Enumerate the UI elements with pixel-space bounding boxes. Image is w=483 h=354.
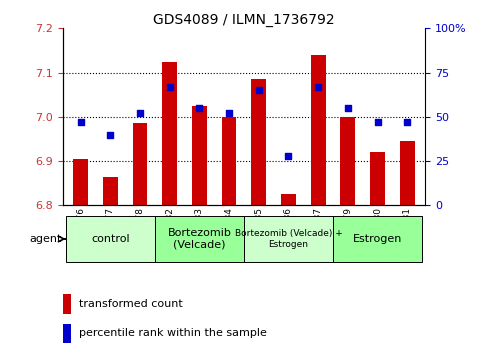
- Point: [166, 84, 173, 90]
- Title: GDS4089 / ILMN_1736792: GDS4089 / ILMN_1736792: [153, 13, 335, 27]
- Bar: [103, 177, 118, 205]
- Point: [255, 87, 263, 93]
- Bar: [370, 152, 385, 205]
- Point: [106, 132, 114, 137]
- Bar: [63, 324, 71, 343]
- Bar: [400, 141, 414, 205]
- Point: [374, 119, 382, 125]
- Bar: [251, 79, 266, 205]
- Bar: [311, 55, 326, 205]
- Bar: [155, 216, 244, 262]
- Text: Bortezomib (Velcade) +
Estrogen: Bortezomib (Velcade) + Estrogen: [235, 229, 342, 249]
- Bar: [63, 295, 71, 314]
- Bar: [66, 216, 155, 262]
- Point: [136, 110, 144, 116]
- Text: Estrogen: Estrogen: [353, 234, 402, 244]
- Bar: [281, 194, 296, 205]
- Text: transformed count: transformed count: [79, 299, 183, 309]
- Point: [314, 84, 322, 90]
- Point: [225, 110, 233, 116]
- Bar: [222, 117, 237, 205]
- Text: control: control: [91, 234, 129, 244]
- Point: [344, 105, 352, 111]
- Text: percentile rank within the sample: percentile rank within the sample: [79, 328, 267, 338]
- Bar: [244, 216, 333, 262]
- Bar: [333, 216, 422, 262]
- Bar: [132, 124, 147, 205]
- Bar: [341, 117, 355, 205]
- Bar: [192, 106, 207, 205]
- Text: agent: agent: [30, 234, 62, 244]
- Bar: [73, 159, 88, 205]
- Point: [77, 119, 85, 125]
- Point: [196, 105, 203, 111]
- Point: [284, 153, 292, 159]
- Point: [403, 119, 411, 125]
- Bar: [162, 62, 177, 205]
- Text: Bortezomib
(Velcade): Bortezomib (Velcade): [168, 228, 231, 250]
